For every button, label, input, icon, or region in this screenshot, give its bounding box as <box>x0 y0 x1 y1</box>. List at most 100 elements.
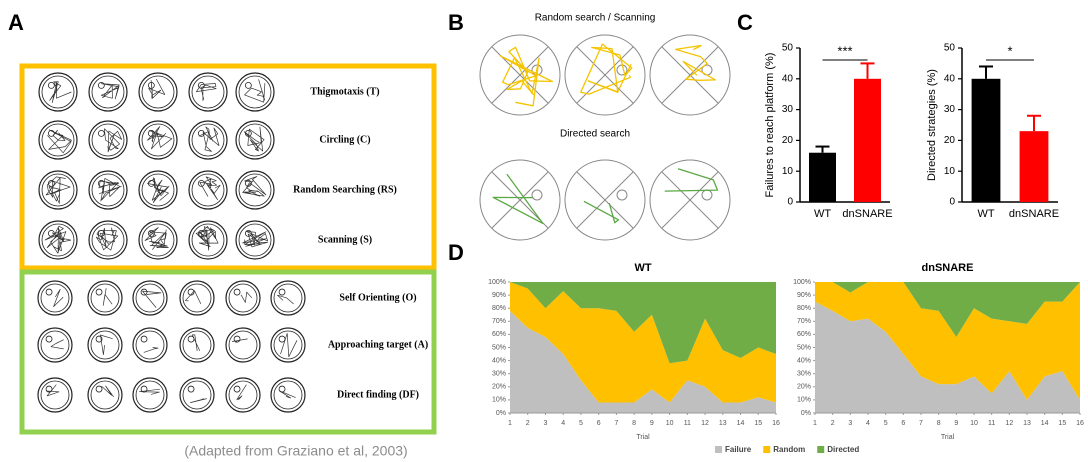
y-tick-label: 50% <box>797 344 811 351</box>
platform <box>234 289 240 295</box>
pool <box>226 378 260 412</box>
pool <box>236 171 274 209</box>
pool <box>189 73 227 111</box>
track <box>281 333 298 356</box>
track <box>145 228 168 250</box>
panel-b-title: Directed search <box>560 129 630 140</box>
bar <box>972 79 1001 202</box>
x-tick-label: 11 <box>988 420 995 427</box>
pool <box>133 378 167 412</box>
pool-inner <box>42 76 74 108</box>
x-tick-label: 6 <box>597 420 601 427</box>
y-tick-label: 20% <box>797 384 811 391</box>
x-tick-label: 2 <box>526 420 530 427</box>
pool-inner <box>229 381 257 409</box>
x-tick-label: 4 <box>561 420 565 427</box>
strategy-label: Self Orienting (O) <box>339 292 416 303</box>
platform <box>148 230 154 236</box>
pool-inner <box>192 174 224 206</box>
track <box>584 201 619 222</box>
credit: (Adapted from Graziano et al, 2003) <box>184 443 407 459</box>
x-tick-label: 4 <box>866 420 870 427</box>
pool-inner <box>92 174 124 206</box>
pool-inner <box>91 284 119 312</box>
y-tick-label: 40% <box>797 357 811 364</box>
pool-inner <box>192 224 224 256</box>
track <box>192 335 199 351</box>
pool <box>139 171 177 209</box>
track <box>190 398 206 402</box>
track <box>237 385 247 400</box>
y-tick-label: 80% <box>492 305 506 312</box>
track <box>278 295 294 304</box>
y-tick-label: 40 <box>782 73 794 84</box>
y-tick-label: 10% <box>492 397 506 404</box>
pool-inner <box>239 174 271 206</box>
pool-inner <box>192 76 224 108</box>
y-tick-label: 30% <box>492 371 506 378</box>
platform <box>48 82 54 88</box>
bar <box>1020 131 1049 202</box>
bar <box>809 153 836 202</box>
platform <box>148 180 154 186</box>
track <box>103 288 112 305</box>
x-tick-label: 14 <box>737 420 745 427</box>
chart-title: dnSNARE <box>922 262 974 274</box>
y-tick-label: 60% <box>492 331 506 338</box>
pool <box>89 171 127 209</box>
track <box>500 47 552 106</box>
pool-inner <box>136 284 164 312</box>
x-tick-label: 15 <box>1058 420 1066 427</box>
pool-inner <box>274 284 302 312</box>
y-tick-label: 0% <box>801 410 811 417</box>
platform <box>279 289 285 295</box>
track <box>139 389 160 394</box>
x-tick-label: dnSNARE <box>1009 208 1059 220</box>
x-tick-label: 10 <box>666 420 674 427</box>
bar <box>854 79 881 202</box>
x-tick-label: 3 <box>848 420 852 427</box>
pool-inner <box>41 381 69 409</box>
track <box>99 178 121 201</box>
track <box>241 292 252 302</box>
legend-label: Random <box>773 445 805 454</box>
y-tick-label: 30 <box>944 104 956 115</box>
y-tick-label: 90% <box>492 292 506 299</box>
y-tick-label: 10 <box>944 166 956 177</box>
platform <box>96 289 102 295</box>
pool-inner <box>91 381 119 409</box>
y-tick-label: 0% <box>496 410 506 417</box>
platform <box>98 130 104 136</box>
track <box>51 340 64 349</box>
track <box>196 84 216 101</box>
y-tick-label: 20% <box>492 384 506 391</box>
pool-inner <box>136 381 164 409</box>
strategy-label: Approaching target (A) <box>328 339 428 350</box>
legend-label: Failure <box>725 445 752 454</box>
platform <box>98 82 104 88</box>
pool <box>38 378 72 412</box>
pool <box>89 221 127 259</box>
x-axis-label: Trial <box>636 434 650 441</box>
strategy-label: Direct finding (DF) <box>337 389 419 400</box>
platform <box>141 289 147 295</box>
x-tick-label: 7 <box>919 420 923 427</box>
track <box>279 391 295 398</box>
x-tick-label: 8 <box>937 420 941 427</box>
pool-inner <box>274 381 302 409</box>
track <box>54 289 64 306</box>
x-tick-label: 1 <box>813 420 817 427</box>
legend-swatch <box>763 446 770 453</box>
track <box>148 178 170 203</box>
panel-letter: A <box>8 10 24 35</box>
pool-inner <box>239 76 271 108</box>
legend-swatch <box>715 446 722 453</box>
figure: A B C D (Adapted from Graziano et al, 20… <box>0 0 1088 462</box>
track <box>149 79 165 99</box>
pool <box>226 328 260 362</box>
pool <box>133 328 167 362</box>
panel-letter: C <box>737 10 753 35</box>
pool-inner <box>41 284 69 312</box>
pool <box>88 281 122 315</box>
platform <box>702 190 712 200</box>
